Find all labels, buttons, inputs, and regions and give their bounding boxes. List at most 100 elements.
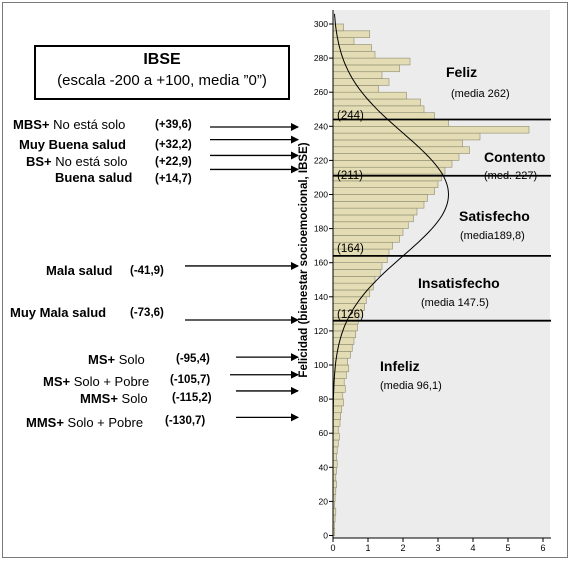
histogram-bar <box>332 91 407 100</box>
group-value: (-41,9) <box>130 265 164 277</box>
histogram-bar <box>332 446 338 454</box>
histogram-bar <box>332 78 390 86</box>
histogram-bar <box>332 207 418 216</box>
histogram-bar <box>332 160 453 168</box>
x-tick-label: 6 <box>540 543 545 553</box>
region-label: Infeliz <box>380 358 420 374</box>
histogram-bar <box>332 228 404 236</box>
group-label: MMS+ Solo <box>80 391 148 406</box>
region-label: Contento <box>484 149 545 165</box>
histogram-bar <box>332 269 381 277</box>
y-tick-label: 260 <box>314 87 328 97</box>
y-tick-label: 120 <box>314 326 328 336</box>
histogram-bar <box>332 453 337 461</box>
region-note: (media 147.5) <box>421 297 489 309</box>
histogram-bar <box>332 37 355 45</box>
histogram-bar <box>332 262 383 270</box>
y-tick-label: 100 <box>314 360 328 370</box>
threshold-label: (164) <box>337 243 364 255</box>
histogram-bar <box>332 439 339 448</box>
histogram-bar <box>332 221 409 229</box>
histogram-bar <box>332 432 340 441</box>
group-value: (+32,2) <box>155 139 192 151</box>
histogram-bar <box>332 255 388 264</box>
histogram-bar <box>332 405 343 414</box>
histogram-bar <box>332 412 341 420</box>
group-value: (+39,6) <box>155 119 192 131</box>
group-label: BS+ No está solo <box>26 154 128 169</box>
histogram-bar <box>332 64 400 73</box>
histogram-bar <box>332 419 341 427</box>
histogram-bars <box>332 23 530 536</box>
histogram-bar <box>332 398 344 407</box>
histogram-bar <box>332 139 463 148</box>
threshold-lines <box>333 118 551 322</box>
y-tick-label: 20 <box>319 496 329 506</box>
histogram-bar <box>332 214 414 223</box>
region-label: Satisfecho <box>459 208 530 224</box>
region-note: (media189,8) <box>460 230 525 242</box>
histogram-bar <box>332 480 337 489</box>
group-value: (-73,6) <box>130 307 164 319</box>
histogram-bar <box>332 201 425 209</box>
y-tick-label: 160 <box>314 258 328 268</box>
x-tick-label: 4 <box>470 543 475 553</box>
region-label: Insatisfecho <box>418 275 500 291</box>
group-value: (-115,2) <box>172 392 212 404</box>
figure-frame <box>2 2 568 558</box>
threshold-label: (126) <box>337 309 364 321</box>
histogram-bar <box>332 153 460 161</box>
group-label: MMS+ Solo + Pobre <box>26 415 144 430</box>
y-tick-label: 80 <box>319 394 329 404</box>
y-tick-label: 40 <box>319 462 329 472</box>
y-tick-label: 220 <box>314 155 328 165</box>
histogram-bar <box>332 146 470 154</box>
threshold-label: (244) <box>337 110 364 122</box>
y-tick-label: 280 <box>314 53 328 63</box>
histogram-bar <box>332 187 435 195</box>
y-tick-label: 60 <box>319 428 329 438</box>
group-value: (+22,9) <box>155 156 192 168</box>
region-note: (med. 227) <box>484 170 537 182</box>
marker-arrows <box>185 122 299 422</box>
group-label: Mala salud <box>46 263 113 278</box>
histogram-bar <box>332 426 339 434</box>
histogram-bar <box>332 50 376 59</box>
histogram-bar <box>332 344 353 352</box>
histogram-bar <box>332 460 338 468</box>
x-tick-label: 5 <box>505 543 510 553</box>
group-label: Muy Mala salud <box>10 305 107 320</box>
histogram-bar <box>332 235 400 243</box>
histogram-bar <box>332 126 530 134</box>
x-tick-label: 0 <box>330 543 335 553</box>
histogram-bar <box>332 330 357 339</box>
group-value: (+14,7) <box>155 173 192 185</box>
y-tick-label: 240 <box>314 121 328 131</box>
histogram-bar <box>332 276 376 284</box>
histogram-bar <box>332 85 379 93</box>
group-label: Muy Buena salud <box>19 137 126 152</box>
group-value: (-130,7) <box>165 415 206 427</box>
y-tick-label: 180 <box>314 224 328 234</box>
group-label: MBS+ No está solo <box>13 117 126 132</box>
y-tick-label: 200 <box>314 190 328 200</box>
histogram-bar <box>332 98 421 107</box>
histogram-bar <box>332 23 344 32</box>
histogram-bar <box>332 466 337 475</box>
y-tick-label: 300 <box>314 19 328 29</box>
x-tick-label: 3 <box>435 543 440 553</box>
histogram-bar <box>332 71 383 79</box>
title-box: IBSE (escala -200 a +100, media ”0”) <box>34 45 290 100</box>
title-box-title: IBSE <box>143 51 181 68</box>
region-note: (media 96,1) <box>380 380 442 392</box>
histogram-bar <box>332 391 344 400</box>
x-tick-label: 1 <box>365 543 370 553</box>
y-tick-label: 140 <box>314 292 328 302</box>
group-value: (-95,4) <box>176 353 210 365</box>
group-value: (-105,7) <box>170 374 211 386</box>
group-label: Buena salud <box>55 170 133 185</box>
group-label: MS+ Solo + Pobre <box>43 374 150 389</box>
y-axis-label: Felicidad (bienestar socioemocional, IBS… <box>298 142 310 377</box>
region-note: (media 262) <box>451 88 510 100</box>
